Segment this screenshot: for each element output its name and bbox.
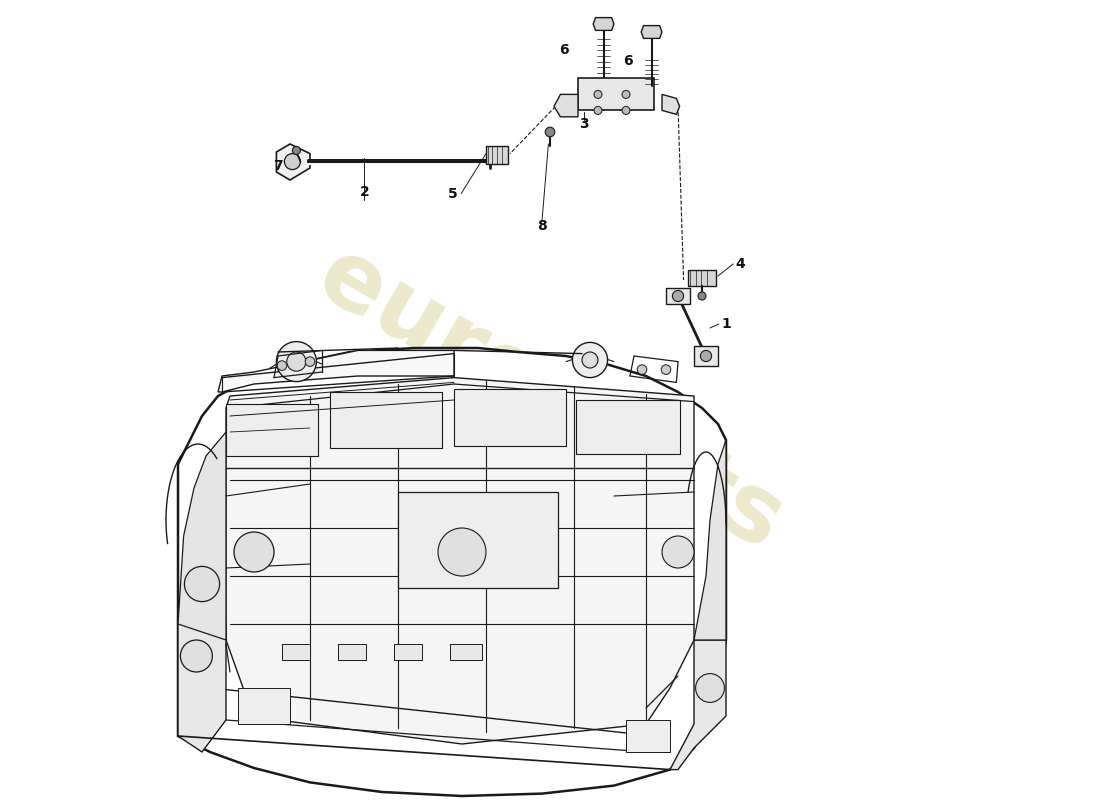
Circle shape	[698, 292, 706, 300]
Circle shape	[287, 352, 306, 371]
Bar	[626, 720, 670, 752]
Circle shape	[672, 290, 683, 302]
Circle shape	[438, 528, 486, 576]
Circle shape	[234, 532, 274, 572]
Text: 6: 6	[560, 42, 569, 57]
Text: 7: 7	[273, 158, 283, 173]
Circle shape	[572, 342, 607, 378]
Text: 2: 2	[360, 185, 370, 199]
Polygon shape	[276, 144, 310, 180]
Bar	[330, 392, 442, 448]
Circle shape	[695, 674, 725, 702]
Polygon shape	[593, 18, 614, 30]
Polygon shape	[394, 644, 422, 660]
Polygon shape	[178, 432, 226, 640]
Polygon shape	[226, 378, 694, 744]
Polygon shape	[450, 644, 482, 660]
Circle shape	[661, 365, 671, 374]
Polygon shape	[670, 640, 726, 770]
Polygon shape	[554, 94, 578, 117]
Text: 4: 4	[736, 257, 746, 271]
Circle shape	[621, 90, 630, 98]
Bar	[226, 404, 318, 456]
Polygon shape	[178, 348, 726, 796]
Text: a porsche parts since 1985: a porsche parts since 1985	[379, 386, 720, 598]
Bar	[454, 389, 566, 446]
Circle shape	[582, 352, 598, 368]
Circle shape	[621, 106, 630, 114]
Circle shape	[594, 106, 602, 114]
Bar	[688, 270, 716, 286]
Bar	[238, 688, 290, 724]
Bar	[398, 492, 558, 588]
Circle shape	[276, 342, 317, 382]
Circle shape	[285, 154, 300, 170]
Circle shape	[305, 357, 315, 366]
Circle shape	[180, 640, 212, 672]
Polygon shape	[338, 644, 366, 660]
Text: 3: 3	[579, 117, 588, 131]
Bar	[486, 146, 508, 164]
Polygon shape	[178, 624, 226, 752]
Circle shape	[546, 127, 554, 137]
Polygon shape	[666, 288, 690, 304]
Text: 5: 5	[448, 186, 458, 201]
Circle shape	[701, 350, 712, 362]
Polygon shape	[282, 644, 310, 660]
Polygon shape	[694, 440, 726, 640]
Circle shape	[293, 146, 300, 154]
Polygon shape	[662, 94, 680, 114]
Circle shape	[637, 365, 647, 374]
Text: 1: 1	[722, 317, 730, 331]
Text: euroParts: euroParts	[301, 230, 799, 570]
Polygon shape	[218, 350, 454, 392]
Bar	[578, 78, 654, 110]
Circle shape	[662, 536, 694, 568]
Polygon shape	[694, 346, 718, 366]
Polygon shape	[641, 26, 662, 38]
Text: 6: 6	[624, 54, 634, 68]
Bar	[576, 400, 681, 454]
Circle shape	[277, 361, 287, 370]
Circle shape	[185, 566, 220, 602]
Text: 8: 8	[537, 219, 547, 234]
Circle shape	[594, 90, 602, 98]
